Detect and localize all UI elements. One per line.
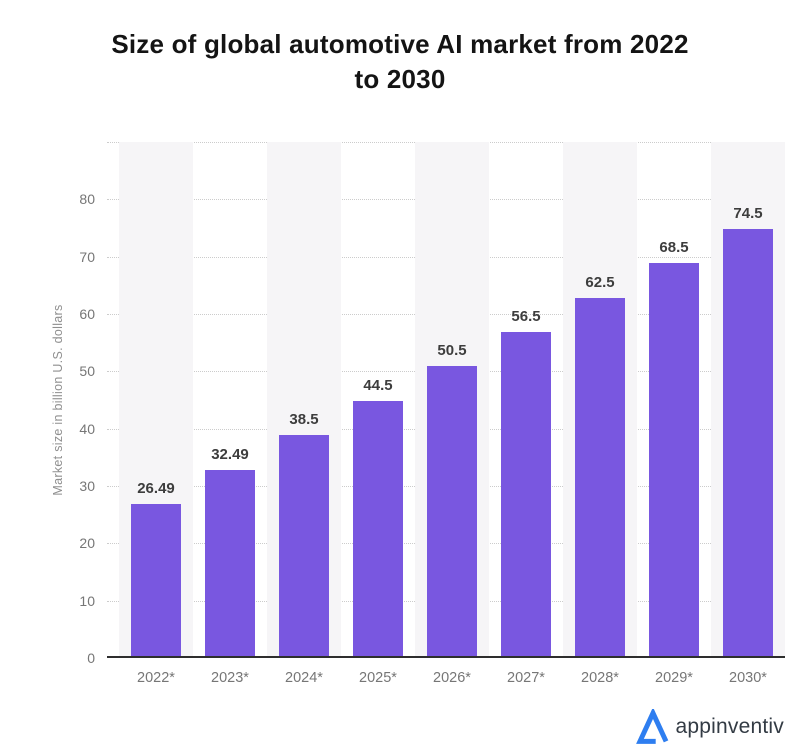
bar-2029 <box>649 263 699 656</box>
y-axis-tick-labels: 0 10 20 30 40 50 60 70 80 <box>40 142 95 666</box>
column-band-2027: 56.5 <box>489 142 563 656</box>
bar-value-label-2028: 62.5 <box>585 273 615 291</box>
bar-value-label-2030: 74.5 <box>733 204 763 222</box>
column-band-2023: 32.49 <box>193 142 267 656</box>
x-tick-label-2026: 2026* <box>433 670 471 686</box>
bar-2023 <box>205 469 255 656</box>
x-axis-tick-labels: 2022* 2023* 2024* 2025* 2026* 2027* 2028* 2029*… <box>119 670 785 686</box>
bar-columns: 26.49 32.49 38.5 44.5 50.5 56.5 62.5 68.5 74.5 <box>119 142 785 656</box>
x-tick-label-2025: 2025* <box>359 670 397 686</box>
bar-2027 <box>501 332 551 656</box>
bar-2022 <box>131 504 181 656</box>
y-tick-label-60: 60 <box>79 306 95 322</box>
column-band-2022: 26.49 <box>119 142 193 656</box>
bar-value-label-2027: 56.5 <box>511 308 541 326</box>
x-tick-label-2024: 2024* <box>285 670 323 686</box>
appinventiv-logo: appinventiv <box>635 709 784 745</box>
bar-2026 <box>427 366 477 656</box>
column-band-2026: 50.5 <box>415 142 489 656</box>
bar-2030 <box>723 228 773 656</box>
appinventiv-logo-text: appinventiv <box>675 715 784 738</box>
x-tick-label-2023: 2023* <box>211 670 249 686</box>
bar-2024 <box>279 435 329 656</box>
x-tick-label-2028: 2028* <box>581 670 619 686</box>
column-band-2028: 62.5 <box>563 142 637 656</box>
y-tick-label-70: 70 <box>79 248 95 265</box>
chart-title: Size of global automotive AI market from… <box>0 27 800 97</box>
bar-value-label-2023: 32.49 <box>211 445 249 463</box>
bar-value-label-2024: 38.5 <box>289 411 319 429</box>
bar-value-label-2029: 68.5 <box>659 239 689 257</box>
chart-title-line2: to 2030 <box>354 64 446 94</box>
bar-value-label-2022: 26.49 <box>137 480 175 498</box>
x-tick-label-2030: 2030* <box>729 670 767 686</box>
y-tick-label-50: 50 <box>79 363 95 380</box>
x-tick-label-2027: 2027* <box>507 670 545 686</box>
y-tick-label-30: 30 <box>79 478 95 494</box>
plot-area: 26.49 32.49 38.5 44.5 50.5 56.5 62.5 68.5 74.5 <box>107 142 785 658</box>
bar-2025 <box>353 400 403 656</box>
column-band-2024: 38.5 <box>267 142 341 656</box>
bar-value-label-2026: 50.5 <box>437 342 467 360</box>
appinventiv-triangle-a-icon <box>635 709 668 744</box>
y-tick-label-10: 10 <box>79 592 95 609</box>
bar-value-label-2025: 44.5 <box>363 376 393 394</box>
y-tick-label-0: 0 <box>87 650 95 666</box>
column-band-2025: 44.5 <box>341 142 415 656</box>
y-tick-label-20: 20 <box>79 535 95 552</box>
y-tick-label-40: 40 <box>79 420 95 437</box>
column-band-2030: 74.5 <box>711 142 785 656</box>
y-tick-label-80: 80 <box>79 191 95 208</box>
column-band-2029: 68.5 <box>637 142 711 656</box>
chart-title-line1: Size of global automotive AI market from… <box>111 29 689 59</box>
bar-2028 <box>575 297 625 656</box>
x-tick-label-2029: 2029* <box>655 670 693 686</box>
x-tick-label-2022: 2022* <box>137 670 175 686</box>
